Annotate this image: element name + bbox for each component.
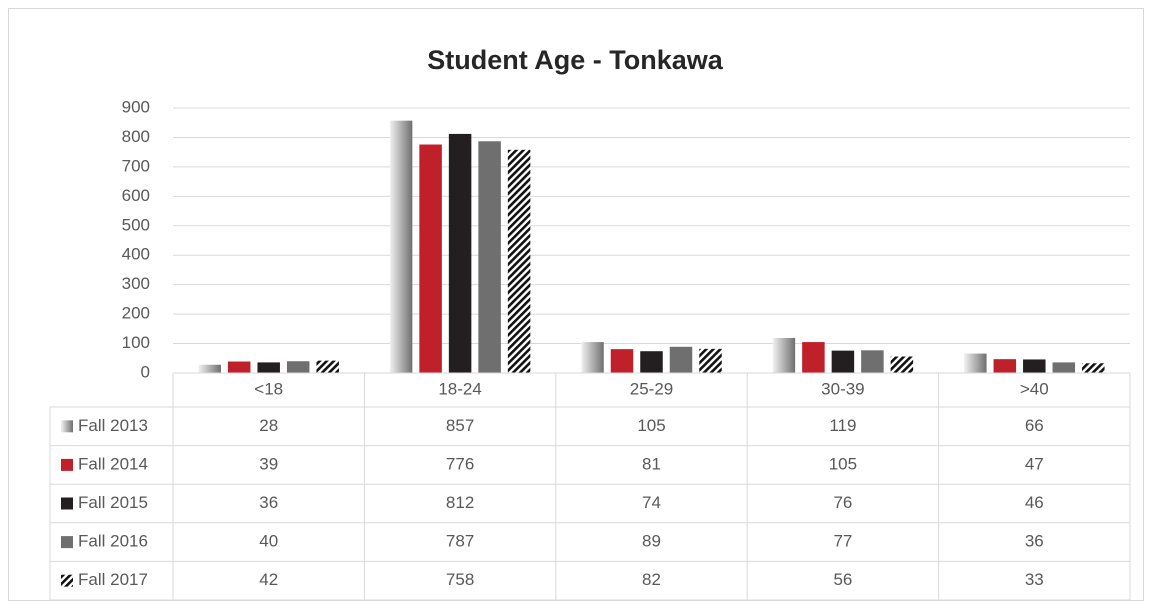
bar [198,364,221,373]
bar [669,346,693,373]
bar [507,149,531,373]
legend-swatch [61,420,73,433]
bar [478,141,501,373]
legend-swatch [61,536,73,549]
table-value: 36 [1025,532,1044,551]
legend-label: Fall 2017 [78,570,148,589]
bar [890,356,914,373]
legend-swatch [61,458,73,471]
y-tick-label: 300 [122,274,150,293]
bar [286,361,310,373]
bar [610,349,634,373]
y-tick-label: 500 [122,215,150,234]
y-tick-label: 0 [141,362,150,381]
legend-label: Fall 2013 [78,416,148,435]
bar [448,133,472,373]
legend-label: Fall 2015 [78,493,148,512]
bar [802,342,825,373]
table-value: 81 [642,454,661,473]
bar [699,348,722,373]
y-tick-label: 100 [122,333,150,352]
table-value: 105 [829,454,857,473]
y-tick-label: 600 [122,186,150,205]
bar [1052,362,1076,373]
table-value: 758 [446,570,474,589]
x-tick-label: 30-39 [821,379,864,398]
x-tick-label: 25-29 [630,379,673,398]
table-value: 74 [642,493,661,512]
chart-title: Student Age - Tonkawa [427,45,723,75]
bar [640,351,663,373]
table-value: 36 [259,493,278,512]
chart-border [8,8,1144,601]
bar [861,350,884,373]
y-tick-label: 400 [122,245,150,264]
legend-label: Fall 2016 [78,532,148,551]
legend-swatch [61,574,73,587]
table-value: 66 [1025,416,1044,435]
table-value: 82 [642,570,661,589]
table-value: 89 [642,532,661,551]
y-tick-label: 800 [122,127,150,146]
legend-swatch [61,497,73,510]
table-value: 776 [446,454,474,473]
table-value: 33 [1025,570,1044,589]
table-value: 40 [259,532,278,551]
x-tick-label: <18 [254,379,283,398]
bar [1023,359,1046,373]
table-value: 77 [833,532,852,551]
bar [257,362,280,373]
table-value: 39 [259,454,278,473]
table-value: 812 [446,493,474,512]
table-value: 787 [446,532,474,551]
table-value: 47 [1025,454,1044,473]
legend-label: Fall 2014 [78,454,148,473]
y-tick-label: 900 [122,97,150,116]
table-value: 76 [833,493,852,512]
table-value: 46 [1025,493,1044,512]
x-tick-label: 18-24 [438,379,481,398]
table-value: 42 [259,570,278,589]
bar [993,359,1017,373]
x-tick-label: >40 [1020,379,1049,398]
bar [419,144,442,373]
bar [964,353,987,373]
table-value: 105 [637,416,665,435]
bar [316,360,339,373]
table-value: 857 [446,416,474,435]
y-tick-label: 200 [122,304,150,323]
bar [389,120,413,374]
bar [227,361,251,373]
y-tick-label: 700 [122,156,150,175]
bar [831,350,855,373]
bar [772,337,796,373]
bar [1082,363,1105,373]
table-value: 56 [833,570,852,589]
table-value: 28 [259,416,278,435]
table-value: 119 [829,416,856,435]
bar [581,342,604,373]
